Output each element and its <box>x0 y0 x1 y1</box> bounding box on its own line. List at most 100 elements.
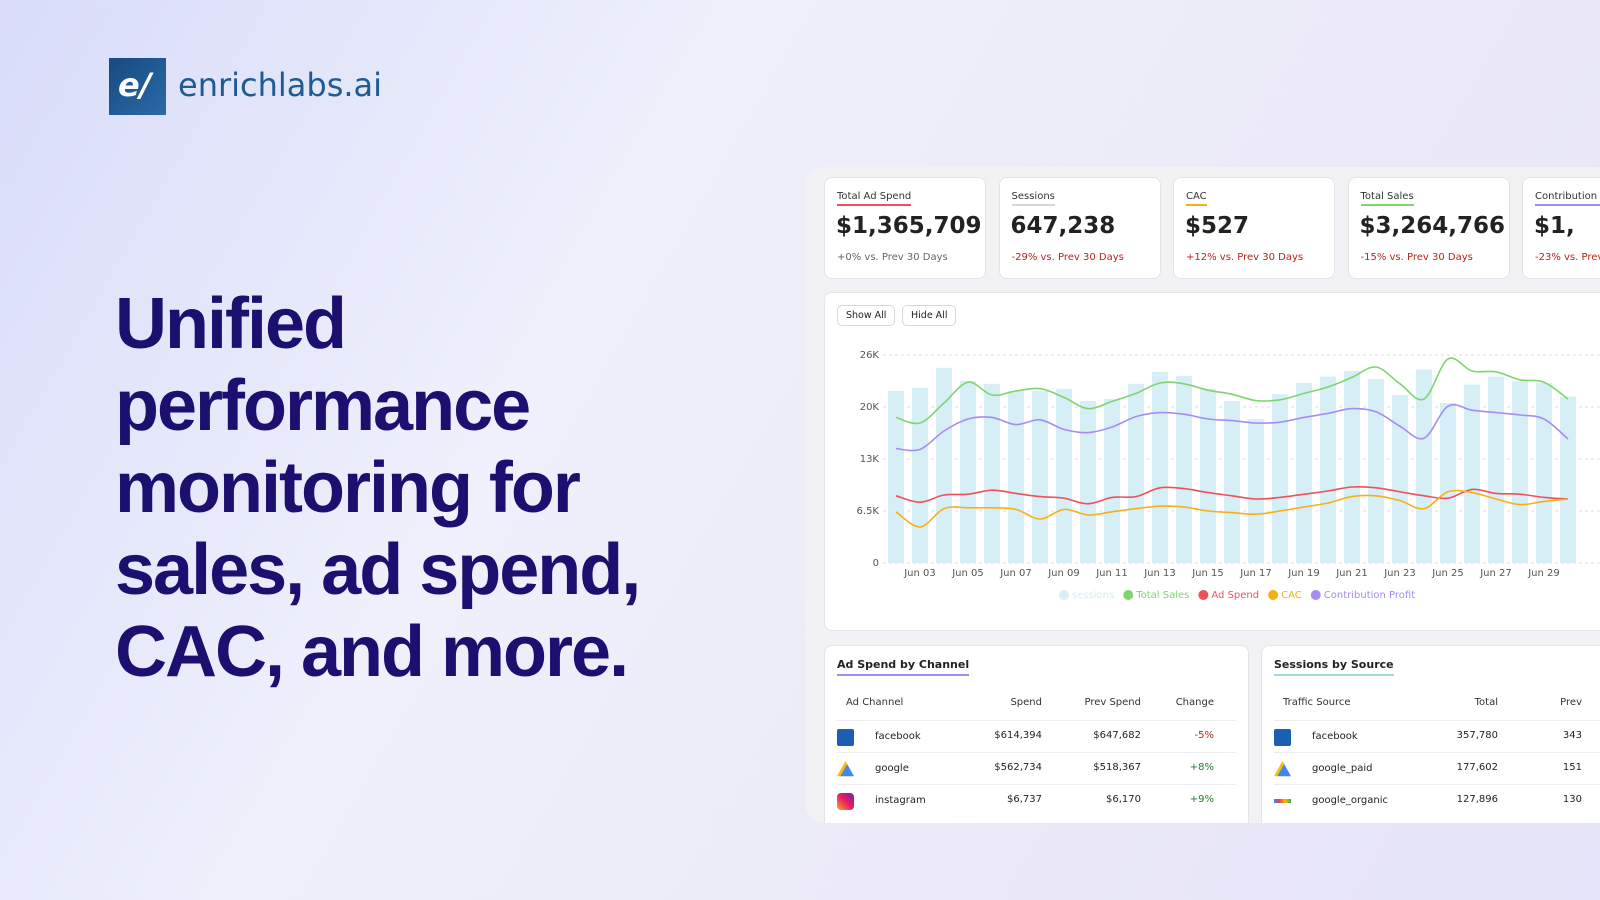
row-divider <box>1274 720 1600 721</box>
kpi-value: $527 <box>1185 213 1250 239</box>
table-cell: 177,602 <box>1456 762 1498 773</box>
bar <box>1224 401 1240 563</box>
table-title: Ad Spend by Channel <box>837 658 970 676</box>
bar <box>1056 389 1072 563</box>
dashboard-panel: Total Ad Spend $1,365,709 +0% vs. Prev 30 … <box>806 167 1600 823</box>
icon <box>1274 799 1291 803</box>
bar <box>888 391 904 563</box>
bar <box>912 387 928 563</box>
line <box>895 403 1569 452</box>
legend-label: sessions <box>1072 590 1114 601</box>
bar <box>1200 389 1216 563</box>
table-header: Traffic Source <box>1283 697 1351 708</box>
kpi-label: Total Sales <box>1360 191 1414 206</box>
y-tick-label: 6.5K <box>857 506 880 517</box>
chart: 0 6.5K 13K 20K 26K Jun 03 Jun 05 Jun 07 Jun 09 Ju… <box>857 350 1600 601</box>
legend-marker <box>1198 590 1209 600</box>
table-cell: $614,394 <box>994 730 1042 741</box>
table-cell: instagram <box>875 795 926 806</box>
kpi-label: Total Ad Spend <box>837 191 912 206</box>
table-cell: -5% <box>1194 730 1214 741</box>
table-cell: google_organic <box>1312 795 1389 806</box>
table-cell: facebook <box>875 731 921 742</box>
table-cell: 151 <box>1562 762 1582 773</box>
table-cell: 343 <box>1562 730 1582 741</box>
kpi-change: +12% vs. Prev 30 Days <box>1186 252 1304 263</box>
kpi-value: 647,238 <box>1010 213 1116 239</box>
bar <box>1008 391 1024 563</box>
bar <box>1344 371 1360 563</box>
table-cell: $562,734 <box>994 762 1042 773</box>
line <box>895 489 1569 528</box>
x-tick-label: Jun 03 <box>903 568 936 579</box>
bar <box>1464 384 1480 563</box>
bar <box>1368 379 1384 563</box>
table-title: Sessions by Source <box>1274 658 1394 676</box>
kpi-card: Contribution Profit $1, -23% vs. Prev 30 D… <box>1522 177 1600 279</box>
headline-line: CAC, and more. <box>115 612 629 692</box>
bar <box>936 367 952 563</box>
bar <box>1176 375 1192 563</box>
kpi-value: $1, <box>1534 213 1575 239</box>
legend-marker <box>1310 590 1321 600</box>
table-cell: google <box>875 763 909 774</box>
icon <box>837 761 854 777</box>
x-tick-label: Jun 13 <box>1143 568 1176 579</box>
table-cell: +8% <box>1189 762 1214 773</box>
logo-mark-text: e/ <box>118 66 152 104</box>
kpi-change: -29% vs. Prev 30 Days <box>1011 252 1124 263</box>
x-tick-label: Jun 09 <box>1047 568 1080 579</box>
kpi-change: +0% vs. Prev 30 Days <box>837 252 948 263</box>
kpi-card: Total Sales $3,264,766 -15% vs. Prev 30 Da… <box>1347 177 1510 279</box>
toggle-button[interactable]: Hide All <box>902 305 957 326</box>
table-card: Sessions by Source Traffic Source Total Pre… <box>1261 645 1600 823</box>
kpi-card: Total Ad Spend $1,365,709 +0% vs. Prev 30 … <box>824 177 986 279</box>
kpi-card: Sessions 647,238 -29% vs. Prev 30 Days <box>998 177 1161 279</box>
bar <box>1272 394 1288 563</box>
x-tick-label: Jun 17 <box>1239 568 1272 579</box>
headline-line: Unified <box>115 284 347 364</box>
bar <box>1392 395 1408 563</box>
kpi-label: Sessions <box>1011 191 1055 206</box>
table-cell: 127,896 <box>1456 794 1498 805</box>
row-divider <box>837 720 1236 721</box>
bar <box>1296 383 1312 563</box>
logo-mark <box>109 58 166 115</box>
bar <box>1512 381 1528 563</box>
bar <box>1560 396 1576 563</box>
x-tick-label: Jun 11 <box>1095 568 1128 579</box>
bar <box>984 383 1000 563</box>
x-tick-label: Jun 23 <box>1383 568 1416 579</box>
bar <box>1488 376 1504 563</box>
bar <box>1032 391 1048 563</box>
legend-marker <box>1123 590 1134 600</box>
x-tick-label: Jun 27 <box>1479 568 1512 579</box>
legend-marker <box>1059 590 1069 600</box>
toggle-button[interactable]: Show All <box>837 305 896 326</box>
headline-line: sales, ad spend, <box>115 530 641 610</box>
y-tick-label: 13K <box>860 454 880 465</box>
table-card: Ad Spend by Channel Ad Channel Spend Prev S… <box>824 645 1249 823</box>
y-tick-label: 0 <box>873 558 879 569</box>
bar <box>960 381 976 563</box>
icon <box>1274 761 1291 777</box>
legend-marker <box>1268 590 1279 600</box>
table-cell: 357,780 <box>1456 730 1498 741</box>
headline-line: monitoring for <box>115 448 581 528</box>
bar <box>1104 399 1120 563</box>
table-header: Spend <box>1010 697 1042 708</box>
kpi-value: $3,264,766 <box>1359 213 1506 239</box>
row-divider <box>1274 784 1600 785</box>
x-tick-label: Jun 05 <box>951 568 984 579</box>
table-cell: facebook <box>1312 731 1358 742</box>
bar <box>1536 383 1552 563</box>
kpi-value: $1,365,709 <box>836 213 982 239</box>
x-tick-label: Jun 29 <box>1527 568 1560 579</box>
y-tick-label: 20K <box>860 402 880 413</box>
x-tick-label: Jun 21 <box>1335 568 1368 579</box>
kpi-card: CAC $527 +12% vs. Prev 30 Days <box>1173 177 1335 279</box>
icon <box>837 793 854 810</box>
table-cell: $6,170 <box>1106 794 1141 805</box>
row-divider <box>837 752 1236 753</box>
kpi-change: -15% vs. Prev 30 Days <box>1360 252 1473 263</box>
